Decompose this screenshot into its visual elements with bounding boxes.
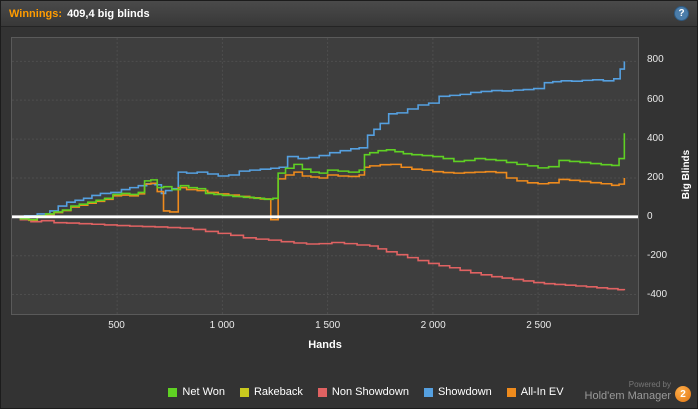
legend-item-showdown[interactable]: Showdown	[423, 386, 492, 398]
x-tick-label: 1 500	[315, 320, 341, 331]
title-bar: Winnings: 409,4 big blinds ?	[1, 1, 697, 27]
x-tick-label: 500	[108, 320, 125, 331]
legend-swatch-icon	[317, 387, 327, 397]
legend-item-net-won[interactable]: Net Won	[168, 386, 225, 398]
x-tick-label: 1 000	[209, 320, 235, 331]
y-tick-label: -200	[647, 250, 668, 262]
x-axis-title: Hands	[308, 339, 342, 351]
y-tick-label: -400	[647, 289, 668, 301]
y-tick-label: 600	[647, 93, 664, 105]
legend-swatch-icon	[168, 387, 178, 397]
legend-item-rakeback[interactable]: Rakeback	[239, 386, 303, 398]
legend-label: Showdown	[437, 386, 492, 398]
x-tick-label: 2 500	[526, 320, 552, 331]
winnings-label: Winnings:	[9, 7, 63, 20]
legend-swatch-icon	[506, 387, 516, 397]
winnings-line-chart	[12, 38, 638, 314]
y-tick-label: 800	[647, 54, 664, 66]
legend-swatch-icon	[423, 387, 433, 397]
legend: Net Won Rakeback Non Showdown Showdown All-I…	[151, 386, 581, 398]
y-axis-title: Big Blinds	[680, 149, 692, 200]
brand-name: Hold'em Manager	[584, 390, 671, 402]
powered-by-label: Powered by	[628, 380, 671, 389]
legend-label: Rakeback	[253, 386, 303, 398]
legend-label: Non Showdown	[331, 386, 409, 398]
y-tick-label: 0	[647, 211, 653, 223]
legend-item-all-in-ev[interactable]: All-In EV	[506, 386, 564, 398]
legend-label: All-In EV	[520, 386, 564, 398]
legend-swatch-icon	[239, 387, 249, 397]
branding: Powered by Hold'em Manager 2	[584, 380, 691, 402]
y-tick-label: 400	[647, 132, 664, 144]
brand-badge-icon: 2	[675, 386, 691, 402]
chart-plot-area[interactable]	[11, 37, 639, 315]
legend-item-non-showdown[interactable]: Non Showdown	[317, 386, 409, 398]
winnings-value: 409,4 big blinds	[67, 7, 150, 20]
legend-label: Net Won	[182, 386, 225, 398]
help-icon[interactable]: ?	[674, 6, 689, 21]
x-tick-label: 2 000	[420, 320, 446, 331]
y-tick-label: 200	[647, 171, 664, 183]
